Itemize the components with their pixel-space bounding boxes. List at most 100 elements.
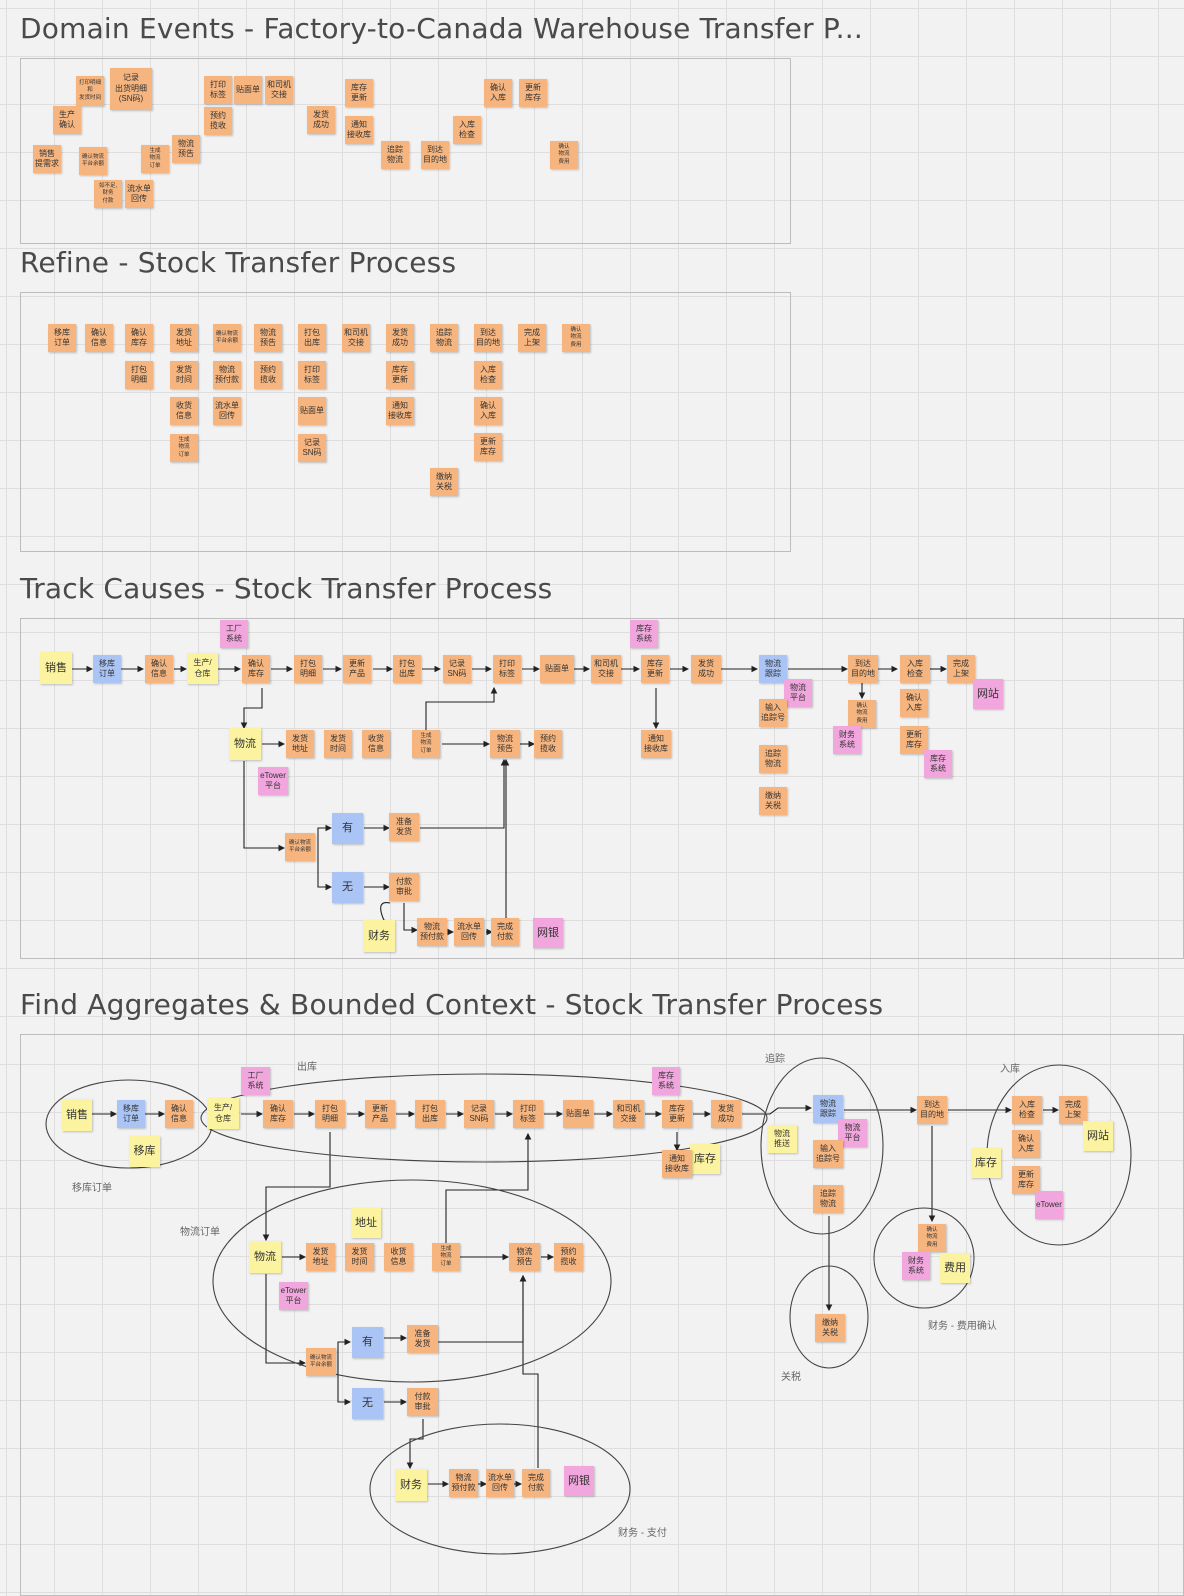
sticky-note[interactable]: 打包 出库 (393, 655, 421, 683)
sticky-note[interactable]: 准备 发货 (389, 813, 419, 841)
sticky-note[interactable]: 打印 标签 (493, 655, 521, 683)
aggregate-note[interactable]: 移库 (129, 1136, 160, 1167)
sticky-note[interactable]: 入库 检查 (1012, 1096, 1042, 1124)
sticky-note[interactable]: 确认 入库 (1012, 1130, 1040, 1158)
sticky-note[interactable]: 确认物流 平台余额 (285, 833, 315, 861)
sticky-note[interactable]: 和司机 交接 (613, 1100, 644, 1128)
sticky-note[interactable]: 缴纳 关税 (815, 1314, 845, 1342)
refine-frame[interactable] (20, 292, 791, 552)
actor-note[interactable]: 销售 (62, 1099, 92, 1131)
external-system-note[interactable]: eTower 平台 (279, 1282, 308, 1310)
sticky-note[interactable]: 确认 入库 (900, 689, 928, 717)
sticky-note[interactable]: 通知 接收库 (641, 730, 671, 758)
sticky-note[interactable]: 物流 预付款 (449, 1469, 478, 1497)
aggregate-note[interactable]: 物流 推送 (767, 1125, 797, 1153)
command-note[interactable]: 移库 订单 (117, 1100, 145, 1128)
sticky-note[interactable]: 更新 产品 (343, 655, 371, 683)
sticky-note[interactable]: 发货 时间 (170, 361, 198, 389)
sticky-note[interactable]: 完成 上架 (1059, 1096, 1087, 1124)
sticky-note[interactable]: 移库 订单 (48, 324, 76, 352)
sticky-note[interactable]: 更新 库存 (1012, 1166, 1040, 1194)
command-note[interactable]: 无 (352, 1388, 383, 1419)
sticky-note[interactable]: 完成 付款 (522, 1469, 550, 1497)
sticky-note[interactable]: 流水单 回传 (454, 918, 484, 946)
sticky-note[interactable]: 确认 物流 费用 (550, 141, 578, 169)
sticky-note[interactable]: 追踪 物流 (430, 324, 458, 352)
sticky-note[interactable]: 更新 产品 (365, 1100, 395, 1128)
sticky-note[interactable]: 确认物流 平台余额 (213, 324, 241, 352)
sticky-note[interactable]: 收货 信息 (362, 730, 390, 758)
sticky-note[interactable]: 物流 预告 (172, 135, 200, 163)
sticky-note[interactable]: 打印 标签 (298, 361, 326, 389)
sticky-note[interactable]: 贴面单 (298, 397, 326, 425)
sticky-note[interactable]: 生成 物流 订单 (432, 1243, 460, 1271)
external-system-note[interactable]: 库存 系统 (630, 620, 658, 648)
sticky-note[interactable]: 销售 提需求 (33, 145, 61, 173)
command-note[interactable]: 无 (332, 872, 363, 903)
sticky-note[interactable]: 记录 SN码 (464, 1100, 494, 1128)
external-system-note[interactable]: 库存 系统 (924, 750, 952, 778)
sticky-note[interactable]: 确认 入库 (474, 397, 502, 425)
sticky-note[interactable]: 确认 物流 费用 (848, 700, 876, 728)
sticky-note[interactable]: 付款 审批 (407, 1388, 438, 1416)
sticky-note[interactable]: 收货 信息 (384, 1243, 413, 1271)
external-system-note[interactable]: 网银 (533, 918, 563, 948)
sticky-note[interactable]: 确认 信息 (165, 1100, 193, 1128)
sticky-note[interactable]: 物流 预告 (509, 1243, 540, 1271)
actor-note[interactable]: 销售 (40, 652, 72, 684)
external-system-note[interactable]: 库存 系统 (652, 1067, 680, 1095)
actor-note[interactable]: 财务 (395, 1469, 427, 1501)
sticky-note[interactable]: 发货 地址 (170, 324, 198, 352)
actor-note[interactable]: 物流 (229, 728, 261, 760)
actor-note[interactable]: 财务 (363, 920, 395, 952)
sticky-note[interactable]: 缴纳 关税 (430, 468, 458, 496)
sticky-note[interactable]: 通知 接收库 (662, 1150, 692, 1178)
sticky-note[interactable]: 流水单 回传 (213, 397, 241, 425)
sticky-note[interactable]: 追踪 物流 (813, 1185, 843, 1213)
sticky-note[interactable]: 库存 更新 (386, 361, 414, 389)
sticky-note[interactable]: 缴纳 关税 (759, 787, 787, 815)
sticky-note[interactable]: 准备 发货 (407, 1325, 438, 1353)
sticky-note[interactable]: 生成 物流 订单 (412, 730, 440, 758)
actor-note[interactable]: 生产/ 仓库 (207, 1098, 239, 1129)
sticky-note[interactable]: 到达 目的地 (848, 655, 878, 683)
sticky-note[interactable]: 完成 付款 (491, 918, 519, 946)
sticky-note[interactable]: 物流 预告 (490, 730, 520, 758)
sticky-note[interactable]: 物流 预付款 (213, 361, 241, 389)
sticky-note[interactable]: 通知 接收库 (345, 116, 373, 144)
sticky-note[interactable]: 更新 库存 (900, 726, 928, 754)
sticky-note[interactable]: 打包 明细 (125, 361, 153, 389)
sticky-note[interactable]: 发货 时间 (345, 1243, 374, 1271)
sticky-note[interactable]: 和司机 交接 (342, 324, 370, 352)
sticky-note[interactable]: 发货 成功 (711, 1100, 741, 1128)
command-note[interactable]: 移库 订单 (93, 655, 121, 683)
sticky-note[interactable]: 入库 检查 (453, 116, 481, 144)
sticky-note[interactable]: 生成 物流 订单 (141, 145, 169, 173)
sticky-note[interactable]: 入库 检查 (474, 361, 502, 389)
sticky-note[interactable]: 打印 标签 (513, 1100, 543, 1128)
actor-note[interactable]: 物流 (249, 1241, 281, 1273)
sticky-note[interactable]: 输入 追踪号 (813, 1140, 843, 1168)
external-system-note[interactable]: 网站 (973, 679, 1003, 709)
aggregate-note[interactable]: 库存 (971, 1148, 1001, 1178)
sticky-note[interactable]: 记录 SN码 (443, 655, 471, 683)
command-note[interactable]: 物流 跟踪 (759, 655, 787, 683)
sticky-note[interactable]: 打包 出库 (298, 324, 326, 352)
sticky-note[interactable]: 记录 出货明细 (SN码) (110, 68, 152, 110)
sticky-note[interactable]: 到达 目的地 (474, 324, 502, 352)
sticky-note[interactable]: 付款 审批 (389, 873, 419, 901)
sticky-note[interactable]: 发货 成功 (691, 655, 721, 683)
sticky-note[interactable]: 到达 目的地 (917, 1096, 947, 1124)
sticky-note[interactable]: 完成 上架 (518, 324, 546, 352)
sticky-note[interactable]: 和司机 交接 (265, 76, 293, 104)
command-note[interactable]: 有 (352, 1327, 383, 1358)
aggregate-note[interactable]: 费用 (940, 1253, 970, 1283)
external-system-note[interactable]: eTower (1035, 1191, 1063, 1219)
sticky-note[interactable]: 完成 上架 (947, 655, 975, 683)
command-note[interactable]: 有 (332, 813, 363, 844)
actor-note[interactable]: 生产/ 仓库 (187, 653, 218, 684)
sticky-note[interactable]: 贴面单 (540, 655, 574, 683)
sticky-note[interactable]: 库存 更新 (662, 1100, 692, 1128)
sticky-note[interactable]: 追踪 物流 (381, 141, 409, 169)
sticky-note[interactable]: 确认物流 平台余额 (306, 1348, 336, 1376)
